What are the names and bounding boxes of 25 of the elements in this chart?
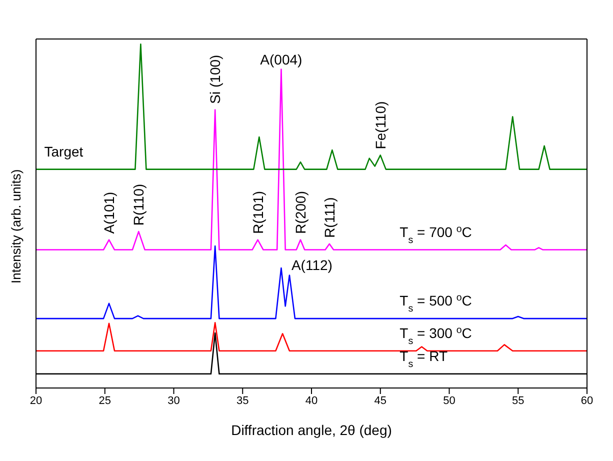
series-label: T$_{s}$ = 700 $^{o}$C bbox=[400, 223, 472, 246]
y-axis-title: Intensity (arb. units) bbox=[8, 169, 24, 284]
x-tick-label: 60 bbox=[580, 394, 594, 407]
annotation: Fe(110) bbox=[372, 101, 388, 150]
series-label: T$_{s}$ = 500 $^{o}$C bbox=[400, 292, 472, 314]
annotation: A(101) bbox=[101, 192, 118, 234]
x-tick-label: 20 bbox=[30, 394, 42, 407]
x-tick-label: 30 bbox=[168, 394, 180, 407]
x-tick-label: 35 bbox=[236, 394, 249, 407]
series-label: T$_{s}$ = RT bbox=[400, 348, 448, 370]
series-label: T$_{s}$ = 300 $^{o}$C bbox=[400, 324, 472, 346]
annotation: R(111) bbox=[321, 197, 338, 238]
annotation: A(112) bbox=[291, 257, 332, 274]
x-tick-label: 25 bbox=[98, 394, 111, 407]
x-tick-label: 40 bbox=[305, 394, 318, 407]
series-label: Target bbox=[44, 143, 84, 160]
annotation: R(101) bbox=[250, 191, 266, 234]
x-tick-label: 45 bbox=[374, 394, 386, 407]
x-tick-label: 50 bbox=[443, 394, 456, 407]
annotation: Si (100) bbox=[207, 54, 224, 104]
x-tick-label: 55 bbox=[512, 394, 524, 407]
annotation: R(200) bbox=[292, 191, 308, 234]
annotation: R(110) bbox=[130, 184, 147, 226]
x-axis-title: Diffraction angle, 2θ (deg) bbox=[231, 422, 392, 438]
annotation: A(004) bbox=[260, 51, 302, 68]
